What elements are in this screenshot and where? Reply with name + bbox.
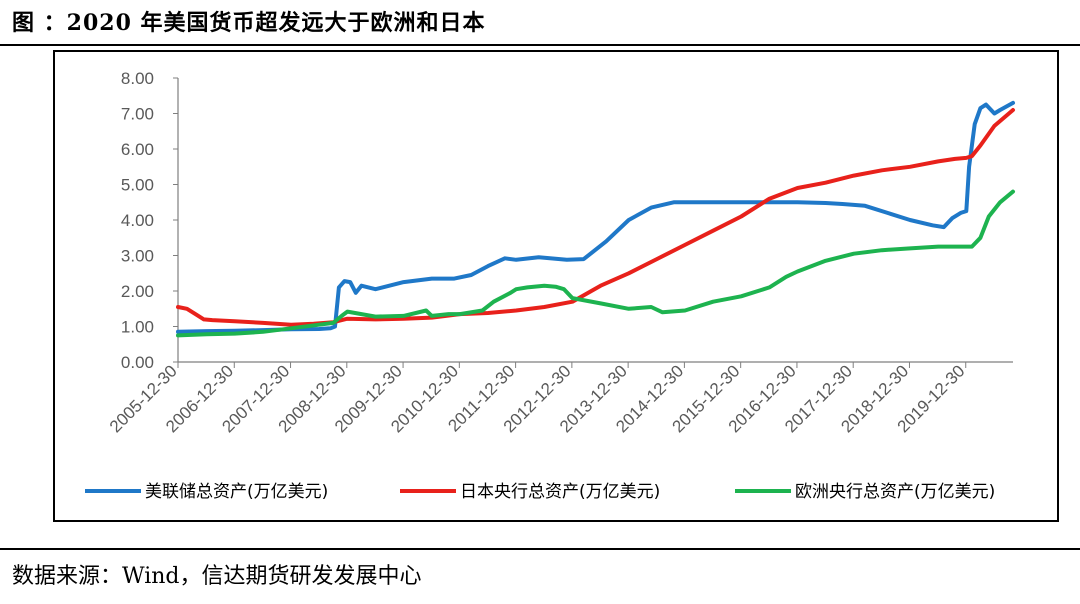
y-tick-label: 4.00 [121,211,154,230]
bottom-rule [0,548,1080,550]
figure-title: 图 ：2020 年美国货币超发远大于欧洲和日本 [12,10,486,36]
series-line-1 [176,100,1015,334]
chart-frame: 0.00 1.00 2.00 3.00 4.00 5.00 6.00 7.00 8.00 2005… [53,50,1059,522]
y-tick-label: 7.00 [121,105,154,124]
legend-label: 美联储总资产(万亿美元) [145,482,328,502]
y-tick-label: 1.00 [121,318,154,337]
y-tick-label: 8.00 [121,69,154,88]
source-note: 数据来源：Wind，信达期货研发发展中心 [12,564,422,589]
line-chart: 0.001.002.003.004.005.006.007.008.002005… [85,69,1015,502]
y-tick-label: 5.00 [121,176,154,195]
legend-label: 日本央行总资产(万亿美元) [460,482,660,502]
y-tick-label: 3.00 [121,247,154,266]
series-line-2 [176,108,1015,327]
y-tick-label: 6.00 [121,140,154,159]
series-line-3 [176,189,1015,338]
y-tick-label: 0.00 [121,353,154,372]
y-tick-label: 2.00 [121,282,154,301]
legend-label: 欧洲央行总资产(万亿美元) [795,482,995,502]
top-rule [0,44,1080,46]
